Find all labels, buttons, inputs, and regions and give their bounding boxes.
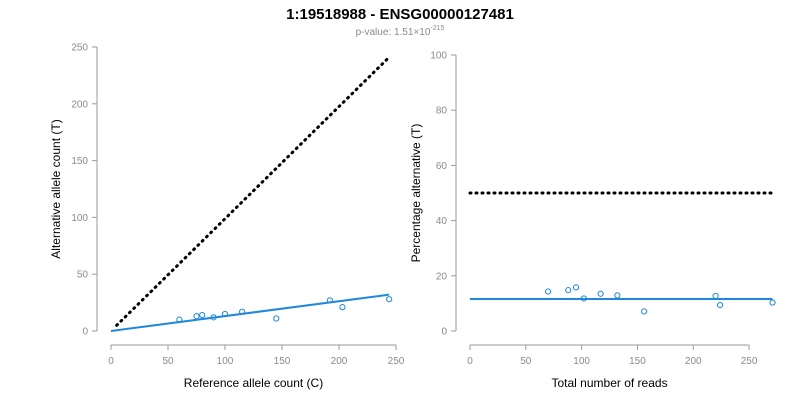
pvalue-label: p-value: 1.51×10-215: [0, 25, 800, 38]
pvalue-exponent: -215: [430, 25, 445, 32]
right-y-tick-label: 0: [441, 327, 447, 338]
right-y-tick-label: 80: [436, 106, 448, 117]
left-x-tick-label: 250: [388, 356, 405, 367]
left-fit-line: [110, 293, 390, 332]
left-data-point: [326, 297, 333, 304]
right-data-point: [580, 295, 587, 302]
pvalue-mantissa: 1.51: [393, 27, 414, 38]
left-y-axis-label: Alternative allele count (T): [49, 119, 63, 258]
right-data-point: [565, 287, 572, 294]
left-data-point: [239, 308, 246, 315]
pvalue-times: ×: [413, 27, 420, 38]
figure-title-wrap: 1:19518988 - ENSG00000127481: [0, 6, 800, 24]
left-y-tick-label: 50: [77, 270, 89, 281]
right-data-point: [769, 299, 776, 306]
left-data-point: [199, 311, 206, 319]
pvalue-prefix: p-value:: [355, 27, 394, 38]
right-y-axis-label: Percentage alternative (T): [409, 124, 423, 263]
left-x-tick-label: 200: [331, 356, 348, 367]
left-data-point: [339, 304, 346, 311]
right-data-point: [597, 290, 604, 297]
left-data-point: [273, 315, 280, 322]
left-x-axis-label: Reference allele count (C): [184, 376, 323, 390]
left-data-point: [221, 310, 229, 318]
left-y-tick-label: 250: [71, 43, 88, 54]
right-y-tick-label: 60: [436, 161, 448, 172]
left-x-tick-label: 100: [217, 356, 234, 367]
left-x-tick-label: 150: [274, 356, 291, 367]
left-y-tick-label: 200: [71, 99, 88, 110]
right-x-axis-label: Total number of reads: [552, 376, 668, 390]
right-y-tick-label: 20: [436, 271, 448, 282]
left-x-tick-label: 50: [162, 356, 174, 367]
right-data-point: [712, 292, 719, 300]
right-x-tick-label: 0: [467, 356, 473, 367]
right-data-point: [572, 284, 580, 291]
right-data-point: [614, 292, 621, 299]
right-x-tick-label: 50: [520, 356, 532, 367]
left-data-point: [210, 314, 217, 321]
left-data-point: [386, 296, 393, 303]
figure-title: 1:19518988 - ENSG00000127481: [286, 6, 514, 23]
left-reference-line: [115, 55, 391, 327]
left-y-tick-label: 0: [82, 327, 88, 338]
right-data-point: [545, 288, 552, 295]
left-x-tick-label: 0: [108, 356, 114, 367]
right-data-point: [716, 301, 724, 309]
left-y-tick-label: 150: [71, 156, 88, 167]
left-y-tick-label: 100: [71, 213, 88, 224]
right-data-point: [641, 308, 648, 315]
left-data-point: [193, 313, 200, 320]
right-x-tick-label: 100: [573, 356, 590, 367]
right-x-tick-label: 200: [685, 356, 702, 367]
right-y-tick-label: 40: [436, 216, 448, 227]
right-x-tick-label: 250: [741, 356, 758, 367]
left-data-point: [176, 316, 183, 323]
pvalue-base: 10: [419, 27, 431, 38]
right-y-tick-label: 100: [430, 51, 447, 62]
right-x-tick-label: 150: [629, 356, 646, 367]
